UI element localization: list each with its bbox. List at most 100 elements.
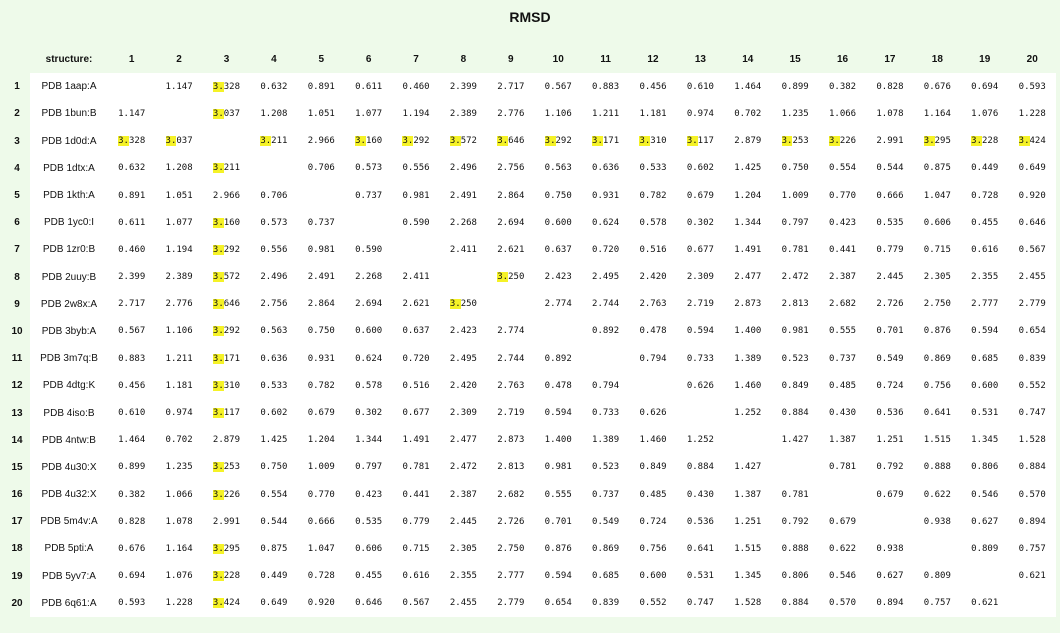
rmsd-cell: 0.694 bbox=[961, 73, 1009, 101]
rmsd-cell: 0.573 bbox=[344, 154, 393, 182]
rmsd-cell: 1.345 bbox=[961, 426, 1009, 454]
rmsd-cell: 3.037 bbox=[155, 127, 203, 155]
rmsd-cell: 2.726 bbox=[487, 508, 535, 536]
rmsd-cell: 0.567 bbox=[108, 317, 156, 346]
rmsd-cell: 0.884 bbox=[676, 453, 725, 481]
rmsd-cell: 2.305 bbox=[913, 263, 962, 291]
rmsd-cell: 0.677 bbox=[392, 399, 440, 427]
rmsd-cell: 0.724 bbox=[629, 508, 677, 536]
rmsd-cell bbox=[155, 100, 203, 128]
rmsd-cell: 0.685 bbox=[961, 345, 1009, 373]
rmsd-cell: 1.181 bbox=[155, 372, 203, 400]
rmsd-cell: 1.235 bbox=[771, 100, 819, 128]
rmsd-cell: 2.491 bbox=[439, 181, 488, 210]
rmsd-cell: 0.782 bbox=[629, 181, 677, 210]
rmsd-cell: 0.666 bbox=[297, 508, 345, 536]
row-index: 1 bbox=[4, 73, 30, 101]
rmsd-cell: 1.528 bbox=[1008, 426, 1056, 454]
rmsd-cell: 0.794 bbox=[629, 345, 677, 373]
rmsd-cell: 3.037 bbox=[202, 100, 251, 128]
rmsd-cell bbox=[534, 317, 582, 346]
rmsd-cell: 0.702 bbox=[155, 426, 203, 454]
row-index: 3 bbox=[4, 127, 30, 155]
rmsd-cell: 3.295 bbox=[202, 535, 251, 563]
rmsd-cell: 0.460 bbox=[108, 236, 156, 264]
rmsd-cell: 0.536 bbox=[866, 399, 914, 427]
rmsd-cell: 0.679 bbox=[866, 481, 914, 509]
rmsd-cell: 1.528 bbox=[724, 589, 772, 617]
rmsd-cell: 0.781 bbox=[771, 236, 819, 264]
rmsd-cell bbox=[913, 535, 962, 563]
rmsd-cell: 2.744 bbox=[487, 345, 535, 373]
rmsd-cell: 0.552 bbox=[1008, 372, 1056, 400]
rmsd-cell: 0.516 bbox=[392, 372, 440, 400]
rmsd-cell: 1.204 bbox=[724, 181, 772, 210]
rmsd-cell: 1.047 bbox=[297, 535, 345, 563]
row-index: 11 bbox=[4, 345, 30, 373]
rmsd-cell: 0.627 bbox=[866, 562, 914, 590]
rmsd-cell: 0.546 bbox=[818, 562, 867, 590]
column-header: 3 bbox=[202, 46, 251, 74]
rmsd-cell: 0.974 bbox=[155, 399, 203, 427]
rmsd-cell: 2.399 bbox=[108, 263, 156, 291]
rmsd-cell: 0.535 bbox=[344, 508, 393, 536]
rmsd-cell: 1.387 bbox=[724, 481, 772, 509]
structure-header: structure: bbox=[30, 46, 108, 74]
structure-name: PDB 1d0d:A bbox=[30, 127, 108, 155]
row-index: 20 bbox=[4, 589, 30, 617]
rmsd-cell: 1.066 bbox=[155, 481, 203, 509]
rmsd-cell: 1.387 bbox=[818, 426, 867, 454]
rmsd-cell: 0.756 bbox=[629, 535, 677, 563]
rmsd-cell: 0.567 bbox=[1008, 236, 1056, 264]
rmsd-cell: 2.420 bbox=[629, 263, 677, 291]
rmsd-cell: 2.966 bbox=[297, 127, 345, 155]
rmsd-cell: 0.602 bbox=[676, 154, 725, 182]
rmsd-cell: 0.931 bbox=[297, 345, 345, 373]
rmsd-cell: 0.654 bbox=[534, 589, 582, 617]
rmsd-cell: 2.420 bbox=[439, 372, 488, 400]
rmsd-cell: 0.544 bbox=[866, 154, 914, 182]
column-header: 20 bbox=[1008, 46, 1056, 74]
rmsd-cell: 0.456 bbox=[108, 372, 156, 400]
rmsd-cell: 0.621 bbox=[961, 589, 1009, 617]
rmsd-cell: 2.477 bbox=[439, 426, 488, 454]
structure-name: PDB 5yv7:A bbox=[30, 562, 108, 590]
rmsd-cell: 3.211 bbox=[250, 127, 298, 155]
rmsd-cell: 0.757 bbox=[913, 589, 962, 617]
rmsd-cell: 0.555 bbox=[818, 317, 867, 346]
rmsd-cell: 0.449 bbox=[250, 562, 298, 590]
rmsd-cell: 1.251 bbox=[866, 426, 914, 454]
rmsd-cell: 0.441 bbox=[818, 236, 867, 264]
table-row: 17 PDB 5m4v:A 0.828 1.078 2.991 0.544 0.666 0.5… bbox=[4, 508, 1056, 536]
rmsd-cell: 0.616 bbox=[392, 562, 440, 590]
rmsd-cell: 0.737 bbox=[344, 181, 393, 210]
rmsd-cell: 3.572 bbox=[202, 263, 251, 291]
rmsd-cell: 0.750 bbox=[771, 154, 819, 182]
rmsd-cell: 2.309 bbox=[676, 263, 725, 291]
row-index: 19 bbox=[4, 562, 30, 590]
rmsd-cell: 2.779 bbox=[487, 589, 535, 617]
rmsd-cell: 0.706 bbox=[250, 181, 298, 210]
rmsd-cell bbox=[724, 426, 772, 454]
rmsd-cell: 0.899 bbox=[771, 73, 819, 101]
rmsd-cell: 2.455 bbox=[1008, 263, 1056, 291]
rmsd-cell: 0.594 bbox=[961, 317, 1009, 346]
row-index: 15 bbox=[4, 453, 30, 481]
rmsd-cell: 2.399 bbox=[439, 73, 488, 101]
rmsd-cell: 3.117 bbox=[202, 399, 251, 427]
rmsd-cell: 0.884 bbox=[771, 399, 819, 427]
rmsd-cell: 2.496 bbox=[250, 263, 298, 291]
rmsd-cell: 2.777 bbox=[487, 562, 535, 590]
rmsd-cell: 0.624 bbox=[581, 209, 630, 237]
table-row: 15 PDB 4u30:X 0.899 1.235 3.253 0.750 1.009 0.7… bbox=[4, 453, 1056, 481]
rmsd-cell: 1.400 bbox=[724, 317, 772, 346]
rmsd-cell: 1.251 bbox=[724, 508, 772, 536]
rmsd-cell: 0.544 bbox=[250, 508, 298, 536]
rmsd-cell: 0.606 bbox=[344, 535, 393, 563]
rmsd-cell bbox=[581, 345, 630, 373]
column-header: 14 bbox=[724, 46, 772, 74]
rmsd-cell: 0.441 bbox=[392, 481, 440, 509]
rmsd-cell: 1.051 bbox=[297, 100, 345, 128]
rmsd-cell: 3.250 bbox=[487, 263, 535, 291]
row-index: 5 bbox=[4, 181, 30, 210]
